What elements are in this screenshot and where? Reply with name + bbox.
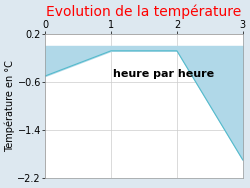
Title: Evolution de la température: Evolution de la température	[46, 4, 242, 19]
Y-axis label: Température en °C: Température en °C	[4, 60, 15, 152]
Text: heure par heure: heure par heure	[113, 69, 214, 79]
